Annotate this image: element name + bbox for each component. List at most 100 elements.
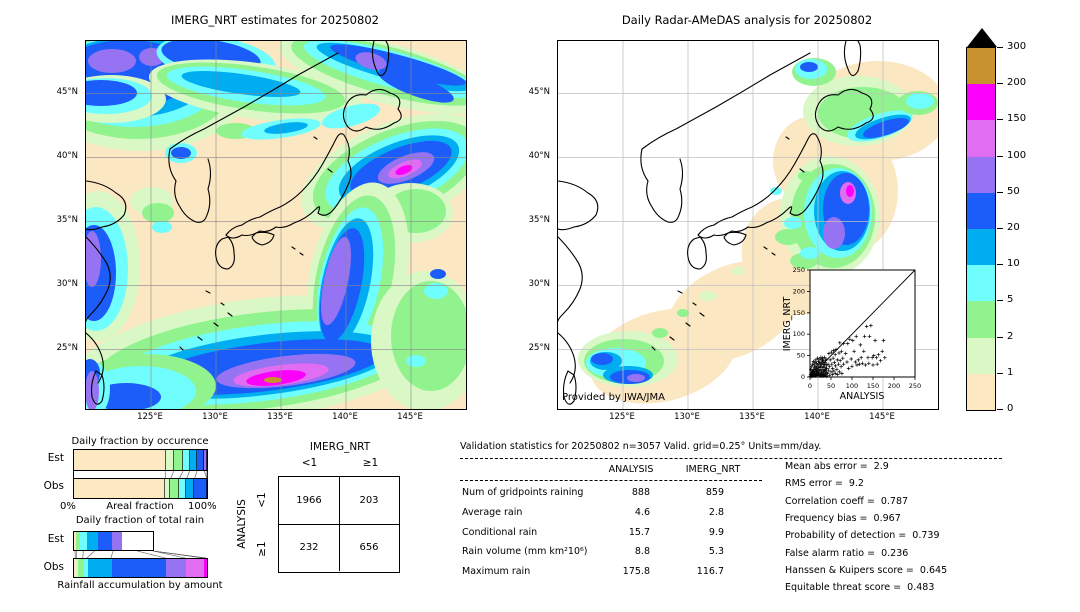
occurrence-axes-frame: [73, 449, 208, 499]
colorbar-segments: [966, 47, 996, 411]
stats-score: RMS error = 9.2: [785, 478, 864, 490]
colorbar-tick: [997, 228, 1003, 229]
colorbar-overflow-triangle: [967, 28, 997, 47]
colorbar-tick: [997, 119, 1003, 121]
coastlines: [558, 41, 874, 405]
lon-tick-label: 135°E: [739, 412, 765, 422]
contingency-cell-hits: 656: [359, 542, 379, 553]
colorbar-label: 300: [1007, 41, 1027, 52]
bar-segment-20-50: [111, 559, 167, 577]
svg-text:100: 100: [846, 382, 858, 390]
colorbar-segment: [967, 373, 995, 411]
bar-segment-2-5: [76, 532, 81, 550]
bar-segment-5-10: [83, 559, 88, 577]
occurrence-obs-bar: [74, 478, 207, 498]
totalrain-est-label: Est: [47, 533, 64, 545]
svg-text:50: 50: [797, 352, 805, 360]
totalrain-caption: Rainfall accumulation by amount: [57, 580, 223, 591]
colorbar-segment: [967, 84, 995, 121]
svg-text:0: 0: [801, 373, 805, 381]
precip-shading: [86, 41, 466, 409]
colorbar-segment: [967, 192, 995, 230]
data-credit: Provided by JWA/JMA: [562, 392, 665, 403]
bar-segment-10-20: [189, 450, 197, 470]
coastlines: [86, 41, 402, 405]
radar-amedas-map: [558, 41, 938, 409]
colorbar-label: 1: [1007, 366, 1014, 378]
colorbar-segment: [967, 48, 995, 85]
colorbar-label: 20: [1007, 222, 1020, 233]
occurrence-xlabel: Areal fraction: [106, 501, 174, 512]
left-map-panel: [85, 40, 467, 410]
bar-segment-1-2: [165, 479, 171, 498]
imerg-precipitation-map: [86, 41, 466, 409]
colorbar-tick: [997, 191, 1003, 193]
stats-score: False alarm ratio = 0.236: [785, 547, 909, 559]
colorbar-segment: [967, 265, 995, 302]
totalrain-obs-label: Obs: [43, 561, 64, 573]
stats-row: Num of gridpoints raining 888 859: [462, 487, 724, 498]
svg-text:0: 0: [808, 382, 812, 390]
lon-tick-label: 130°E: [202, 412, 228, 422]
bar-segment-0-1: [74, 532, 76, 550]
colorbar-tick: [997, 264, 1003, 266]
lat-tick-label: 40°N: [56, 150, 78, 161]
left-map-yticks: 45°N 40°N 35°N 30°N 25°N: [47, 40, 81, 408]
stats-score: Probability of detection = 0.739: [785, 530, 940, 542]
occurrence-obs-label: Obs: [43, 480, 64, 492]
right-map-yticks: 45°N 40°N 35°N 30°N 25°N: [519, 40, 553, 408]
stats-score: Hanssen & Kuipers score = 0.645: [785, 565, 948, 577]
colorbar-tick: [997, 372, 1003, 374]
svg-text:150: 150: [793, 309, 805, 317]
svg-text:200: 200: [888, 382, 900, 390]
colorbar-tick: [997, 155, 1003, 157]
svg-text:250: 250: [793, 266, 805, 274]
occurrence-est-label: Est: [47, 452, 64, 464]
left-map-title: IMERG_NRT estimates for 20250802: [171, 13, 379, 27]
colorbar-segment: [967, 120, 995, 157]
bar-segment-5-10: [179, 479, 187, 498]
stats-col-analysis: ANALYSIS: [608, 464, 654, 475]
contingency-col-axis: IMERG_NRT: [309, 441, 371, 453]
bar-segment-2-5: [173, 450, 184, 470]
bar-segment-1-2: [76, 559, 78, 577]
stats-divider-header: [460, 480, 762, 481]
contingency-row-label-ge1: ≥1: [256, 541, 268, 557]
bar-segment-0-1: [74, 479, 166, 498]
contingency-col-label-ge1: ≥1: [362, 457, 379, 469]
bar-segment-50-100: [204, 450, 207, 470]
bar-segment-2-5: [170, 479, 180, 498]
contingency-row-label-lt1: <1: [256, 492, 268, 508]
bar-segment-0-1: [74, 559, 77, 577]
contingency-table: 1966 203 232 656: [278, 476, 400, 573]
contingency-cell-hits-none: 1966: [279, 477, 340, 525]
stats-row: Conditional rain 15.7 9.9: [462, 526, 724, 538]
bar-segment-100-150: [185, 559, 204, 577]
lat-tick-label: 35°N: [528, 214, 550, 225]
lon-tick-label: 125°E: [609, 412, 635, 422]
colorbar-segment: [967, 337, 995, 374]
totalrain-chart-title: Daily fraction of total rain: [75, 515, 205, 526]
colorbar-label: 10: [1007, 258, 1020, 270]
totalrain-obs-bar: [73, 558, 208, 578]
bar-segment-150-200: [203, 559, 207, 577]
colorbar-tick: [997, 409, 1003, 410]
colorbar-tick: [997, 83, 1003, 85]
contingency-cell-miss: 232: [279, 524, 340, 571]
totalrain-connectors: [74, 551, 207, 558]
bar-segment-10-20: [186, 479, 195, 498]
lon-tick-label: 125°E: [137, 412, 163, 422]
contingency-row-axis: ANALYSIS: [236, 499, 248, 549]
colorbar-label: 200: [1007, 77, 1027, 89]
bar-segment-20-50: [194, 479, 207, 498]
colorbar-label: 5: [1007, 294, 1014, 306]
bar-segment-50-100: [166, 559, 186, 577]
scatter-points: [808, 323, 887, 379]
inset-ylabel: IMERG_NRT: [782, 297, 793, 352]
bar-segment-1-2: [75, 532, 77, 550]
lon-tick-label: 135°E: [267, 412, 293, 422]
colorbar-label: 100: [1007, 149, 1027, 161]
stats-title: Validation statistics for 20250802 n=305…: [460, 441, 822, 452]
lat-tick-label: 45°N: [528, 86, 550, 97]
